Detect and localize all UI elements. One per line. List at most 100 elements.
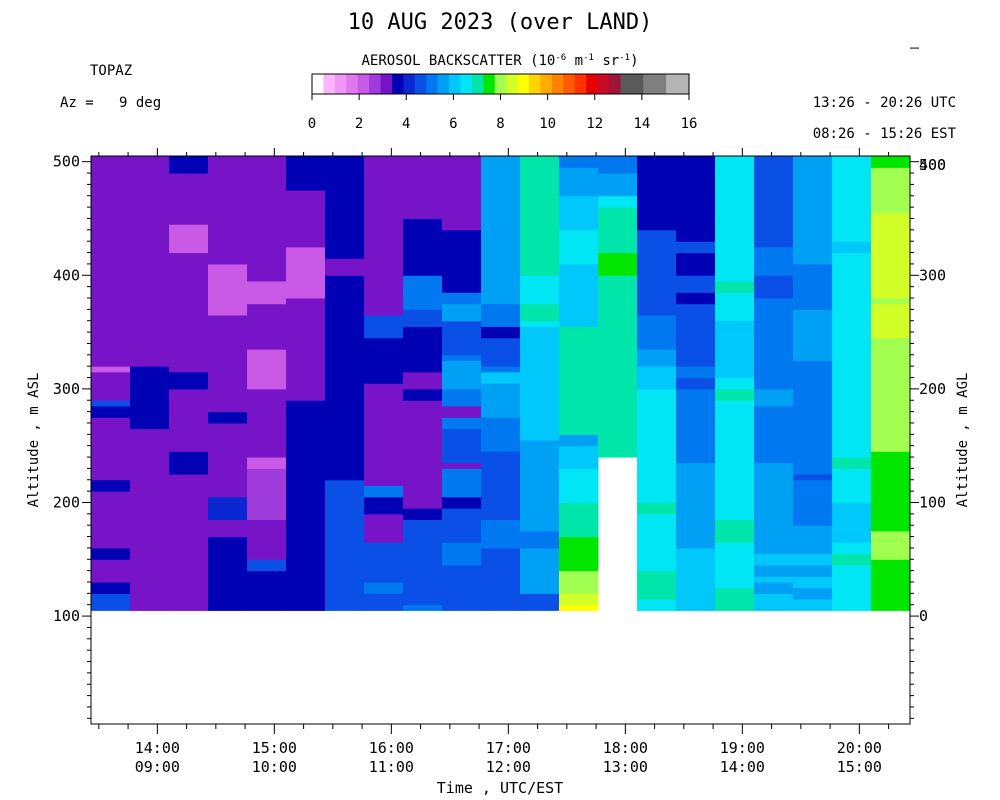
- heatmap-cell: [481, 156, 521, 185]
- heatmap-cell: [871, 559, 911, 577]
- heatmap-cell: [832, 502, 872, 532]
- right-y-tick-label: 300: [919, 266, 946, 284]
- heatmap-cell: [598, 173, 638, 197]
- colorbar-tick-label: 12: [586, 116, 603, 132]
- right-y-tick-label: 100: [919, 493, 946, 511]
- heatmap-cell: [871, 502, 911, 521]
- heatmap-cell: [793, 309, 833, 333]
- heatmap-cell: [793, 587, 833, 600]
- colorbar-cell: [346, 74, 359, 94]
- heatmap-cell: [442, 508, 482, 521]
- heatmap-cell: [676, 303, 716, 367]
- heatmap-cell: [832, 195, 872, 242]
- heatmap-cell: [637, 570, 677, 577]
- heatmap-cell: [793, 474, 833, 481]
- heatmap-cell: [403, 519, 443, 560]
- heatmap-cell: [637, 315, 677, 350]
- heatmap-cell: [520, 530, 560, 549]
- heatmap-cell: [871, 212, 911, 242]
- x-tick-label-utc: 18:00: [603, 739, 648, 757]
- heatmap-cell: [169, 388, 209, 452]
- heatmap-cell: [520, 275, 560, 305]
- heatmap-cell: [871, 576, 911, 611]
- heatmap-cell: [91, 559, 131, 583]
- colorbar-cell: [654, 74, 667, 94]
- heatmap-cell: [442, 587, 482, 611]
- colorbar-tick-label: 14: [633, 116, 650, 132]
- heatmap-cell: [325, 280, 365, 339]
- heatmap-cell: [754, 156, 794, 248]
- heatmap-cell: [871, 241, 911, 276]
- heatmap-cell: [403, 388, 443, 401]
- colorbar-cell: [357, 74, 370, 94]
- heatmap-cell: [676, 292, 716, 305]
- heatmap-cell: [364, 400, 404, 458]
- heatmap-cell: [637, 474, 677, 503]
- heatmap-cell: [91, 582, 131, 594]
- heatmap-cell: [559, 195, 599, 231]
- colorbar-cell: [380, 74, 393, 94]
- x-tick-label-utc: 15:00: [252, 739, 297, 757]
- colorbar-tick-label: 10: [539, 116, 556, 132]
- heatmap-cell: [520, 326, 560, 441]
- heatmap-cell: [364, 337, 404, 350]
- heatmap-cell: [598, 252, 638, 276]
- colorbar-cell: [643, 74, 656, 94]
- heatmap-cell: [481, 366, 521, 373]
- heatmap-cell: [325, 337, 365, 481]
- colorbar-cell: [426, 74, 439, 94]
- heatmap-cell: [364, 468, 404, 486]
- heatmap-cell: [676, 440, 716, 464]
- heatmap-cell: [715, 587, 755, 611]
- heatmap-cell: [481, 303, 521, 327]
- heatmap-cell: [169, 371, 209, 390]
- heatmap-cell: [637, 388, 677, 418]
- colorbar-cell: [471, 74, 484, 94]
- heatmap-cell: [286, 400, 326, 611]
- heatmap-cell: [559, 468, 599, 503]
- heatmap-cell: [403, 576, 443, 594]
- heatmap-cell: [481, 337, 521, 367]
- colorbar-cell: [586, 74, 599, 94]
- heatmap-cell: [715, 292, 755, 322]
- colorbar-cell: [540, 74, 553, 94]
- heatmap-cell: [91, 479, 131, 492]
- colorbar-cell: [460, 74, 473, 94]
- heatmap-cell: [364, 156, 404, 242]
- heatmap-cell: [793, 394, 833, 407]
- left-y-tick-label: 200: [53, 493, 80, 511]
- heatmap-cell: [403, 241, 443, 254]
- heatmap-cell: [559, 604, 599, 611]
- heatmap-cell: [169, 474, 209, 611]
- heatmap-cell: [403, 468, 443, 492]
- heatmap-cell: [130, 156, 170, 367]
- heatmap-cell: [208, 422, 248, 498]
- colorbar-cell: [483, 74, 496, 94]
- heatmap-cell: [793, 553, 833, 566]
- heatmap-cell: [598, 440, 638, 458]
- heatmap-cell: [871, 468, 911, 481]
- heatmap-cell: [91, 593, 131, 611]
- heatmap-cell: [871, 337, 911, 367]
- heatmap-cell: [442, 496, 482, 509]
- heatmap-cell: [325, 275, 365, 282]
- heatmap-cell: [754, 320, 794, 379]
- heatmap-cell: [871, 303, 911, 339]
- heatmap-cell: [832, 451, 872, 458]
- heatmap-cell: [169, 252, 209, 373]
- heatmap-cell: [715, 173, 755, 219]
- heatmap-cell: [520, 156, 560, 202]
- colorbar-cell: [666, 74, 679, 94]
- colorbar-cell: [597, 74, 610, 94]
- axes: 100200300400500010020030040050014:0009:0…: [53, 47, 946, 776]
- heatmap-cell: [559, 553, 599, 572]
- heatmap-cell: [481, 326, 521, 339]
- heatmap-cell: [169, 451, 209, 475]
- heatmap-cell: [832, 349, 872, 361]
- heatmap-cell: [871, 479, 911, 503]
- heatmap-cell: [481, 519, 521, 549]
- heatmap-cell: [520, 440, 560, 469]
- heatmap-cell: [91, 366, 131, 373]
- heatmap-cell: [442, 468, 482, 498]
- heatmap-cell: [403, 252, 443, 276]
